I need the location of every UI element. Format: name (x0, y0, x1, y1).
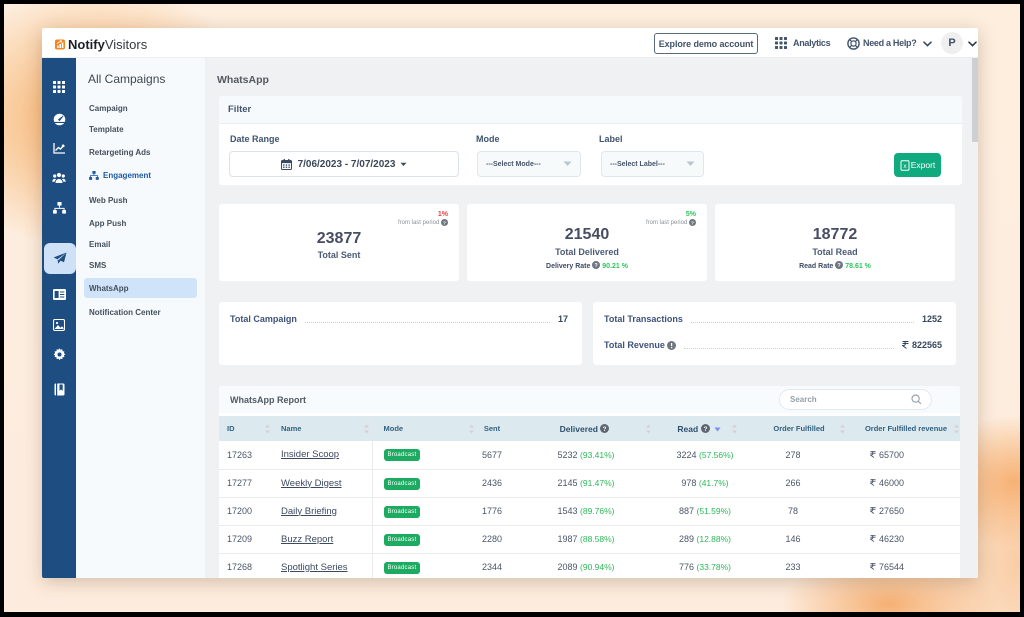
svg-text:?: ? (443, 220, 446, 226)
svg-text:?: ? (691, 220, 694, 226)
svg-text:?: ? (703, 425, 707, 432)
svg-text:?: ? (838, 263, 842, 269)
svg-text:?: ? (603, 425, 607, 432)
svg-text:x: x (903, 163, 907, 170)
svg-text:?: ? (595, 263, 599, 269)
